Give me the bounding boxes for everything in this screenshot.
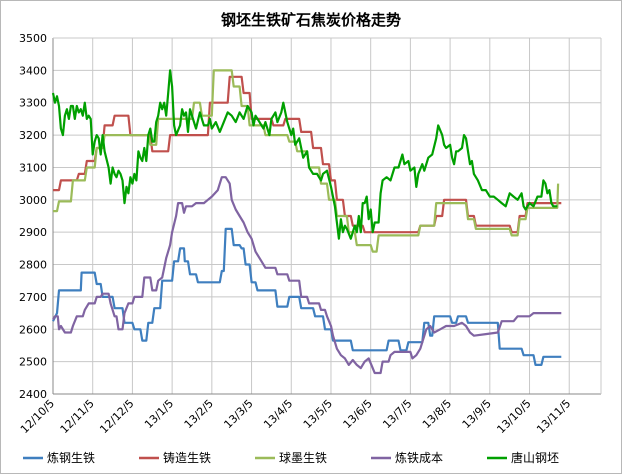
- legend-label: 铸造生铁: [163, 450, 211, 465]
- x-tick-label: 13/10/5: [494, 397, 533, 436]
- y-tick-label: 2500: [19, 356, 47, 369]
- legend: 炼钢生铁 铸造生铁 球墨生铁 炼铁成本 唐山钢坯: [23, 450, 559, 465]
- y-tick-label: 2900: [19, 226, 47, 239]
- series-line: [52, 176, 562, 375]
- series-line: [52, 227, 562, 366]
- x-tick-label: 12/10/5: [18, 397, 57, 436]
- axes: [52, 37, 602, 395]
- y-tick-label: 2600: [19, 323, 47, 336]
- series-line: [53, 75, 562, 234]
- x-tick-label: 13/4/5: [261, 397, 295, 431]
- series-line: [53, 69, 560, 253]
- x-tick-labels: 12/10/5 12/11/5 12/12/5 13/1/5 13/2/5 13/3/5 1…: [18, 397, 573, 436]
- x-tick-label: 13/2/5: [182, 397, 216, 431]
- x-tick-label: 13/8/5: [420, 397, 454, 431]
- y-tick-label: 2700: [19, 291, 47, 304]
- x-tick-label: 13/9/5: [460, 397, 494, 431]
- x-tick-label: 12/12/5: [97, 397, 136, 436]
- x-tick-label: 13/11/5: [534, 397, 573, 436]
- x-tick-label: 12/11/5: [58, 397, 97, 436]
- chart-title: 钢坯生铁矿石焦炭价格走势: [220, 11, 401, 29]
- x-tick-label: 13/1/5: [142, 397, 176, 431]
- y-tick-label: 3400: [19, 64, 47, 77]
- x-tick-label: 13/7/5: [380, 397, 414, 431]
- series-lines: [51, 69, 562, 375]
- series-line: [51, 69, 558, 240]
- y-tick-labels: 2400 2500 2600 2700 2800 2900 3000 3100 3200 3300…: [19, 32, 47, 401]
- y-tick-label: 2800: [19, 259, 47, 272]
- y-tick-label: 3000: [19, 194, 47, 207]
- y-tick-label: 3100: [19, 161, 47, 174]
- x-tick-label: 13/6/5: [341, 397, 375, 431]
- x-tick-label: 13/5/5: [301, 397, 335, 431]
- y-tick-label: 3500: [19, 32, 47, 45]
- y-tick-label: 3200: [19, 129, 47, 142]
- legend-label: 炼铁成本: [395, 450, 443, 465]
- y-tick-label: 3300: [19, 97, 47, 110]
- y-tick-label: 2400: [19, 388, 47, 401]
- legend-label: 唐山钢坯: [511, 450, 559, 465]
- legend-label: 球墨生铁: [279, 451, 327, 465]
- legend-label: 炼钢生铁: [47, 450, 95, 465]
- x-tick-label: 13/3/5: [221, 397, 255, 431]
